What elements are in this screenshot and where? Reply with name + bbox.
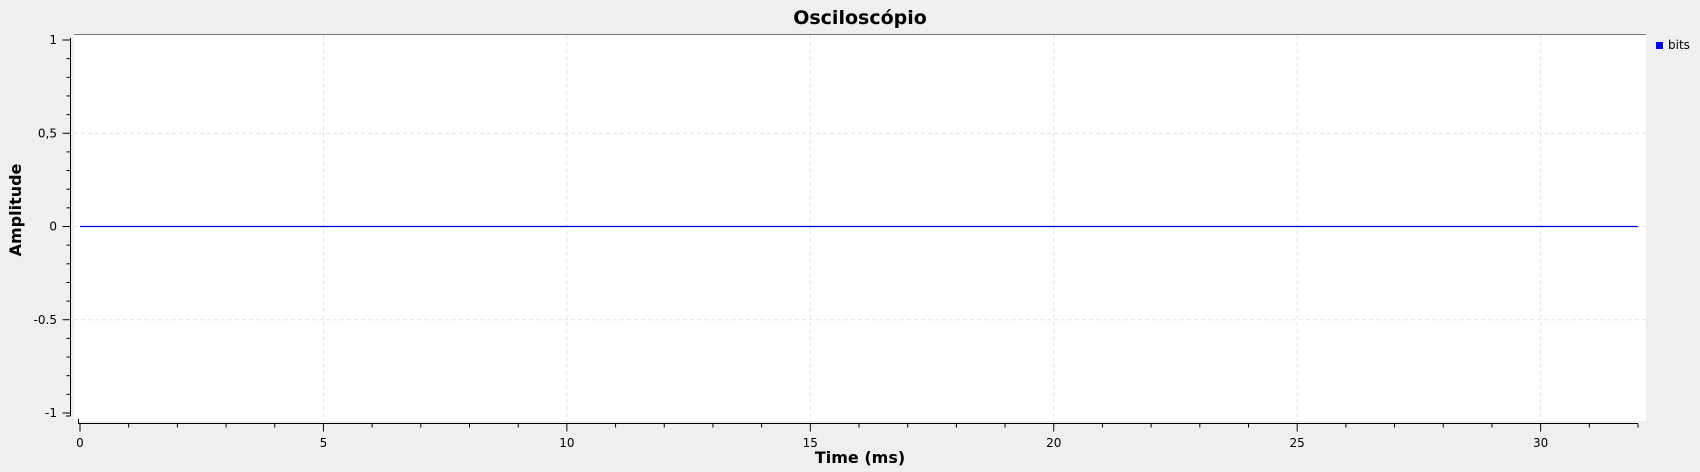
x-tick-label: 25	[1290, 436, 1305, 450]
y-tick-label: 0	[49, 220, 57, 234]
x-tick-label: 5	[320, 436, 328, 450]
plot-area[interactable]	[74, 35, 1646, 421]
y-tick-label: -0.5	[34, 313, 57, 327]
y-tick-label: -1	[45, 406, 57, 420]
x-tick-label: 20	[1046, 436, 1061, 450]
ticks: 0 5 10 15 20 25 30 1 0,5 0 -0.5 -1	[34, 33, 1639, 450]
x-tick-label: 10	[559, 436, 574, 450]
y-tick-label: 0,5	[38, 126, 57, 140]
chart-title: Osciloscópio	[793, 7, 927, 29]
legend-swatch	[1656, 42, 1663, 49]
legend-label: bits	[1668, 38, 1690, 52]
x-tick-label: 0	[76, 436, 84, 450]
y-tick-label: 1	[49, 33, 57, 47]
y-axis-title: Amplitude	[6, 163, 25, 256]
x-tick-label: 15	[803, 436, 818, 450]
x-tick-label: 30	[1533, 436, 1548, 450]
legend: bits	[1656, 38, 1690, 52]
x-axis-title: Time (ms)	[815, 448, 905, 467]
